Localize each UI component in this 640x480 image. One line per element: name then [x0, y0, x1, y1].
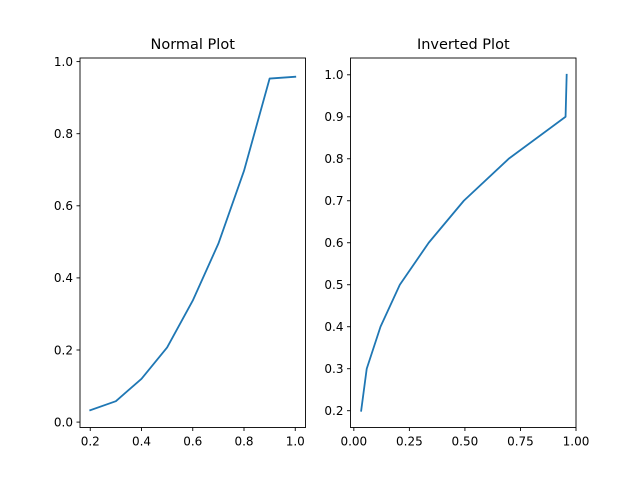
inverted-plot-series-line	[360, 73, 568, 412]
inverted-plot-y-tick-label: 0.6	[324, 236, 343, 250]
inverted-plot-x-tick-label: 0.50	[452, 435, 479, 449]
inverted-plot-y-tick-label: 0.2	[324, 404, 343, 418]
normal-plot-x-tick-label: 0.2	[81, 435, 100, 449]
inverted-plot-x-tick-label: 0.25	[396, 435, 423, 449]
inverted-plot-ticks: 0.00 0.25 0.50 0.75 1.00 0.2 0.3 0.4 0.5 0.6 0.7 0.…	[324, 68, 589, 448]
inverted-plot-y-tick-label: 1.0	[324, 68, 343, 82]
normal-plot-marks	[89, 75, 297, 412]
normal-plot-panel: Normal Plot 0.2 0.4 0.6 0.8 1.00.00.20.40.60…	[54, 37, 306, 449]
normal-plot-y-tick-label: 1.0	[54, 55, 73, 69]
normal-plot-x-tick-label: 0.4	[132, 435, 151, 449]
normal-plot-axes-frame	[79, 57, 306, 428]
normal-plot-x-tick-label: 0.8	[234, 435, 253, 449]
inverted-plot-marks	[360, 73, 568, 412]
inverted-plot-y-tick-label: 0.8	[324, 152, 343, 166]
normal-plot-y-tick-label: 0.8	[54, 127, 73, 141]
inverted-plot-y-tick-label: 0.4	[324, 320, 343, 334]
normal-plot-title: Normal Plot	[150, 37, 235, 53]
normal-plot-x-tick-label: 0.6	[183, 435, 202, 449]
inverted-plot-title: Inverted Plot	[417, 37, 510, 53]
inverted-plot-axes-frame	[350, 57, 577, 428]
inverted-plot-y-tick-label: 0.9	[324, 110, 343, 124]
inverted-plot-y-tick-label: 0.3	[324, 362, 343, 376]
normal-plot-ticks: 0.2 0.4 0.6 0.8 1.0 0.0 0.2 0.4 0.6 0.8 1.0	[54, 55, 305, 449]
normal-plot-y-tick-label: 0.4	[54, 271, 73, 285]
normal-plot-y-tick-label: 0.0	[54, 415, 73, 429]
normal-plot-series-line	[89, 75, 297, 412]
normal-plot-y-tick-label: 0.2	[54, 343, 73, 357]
inverted-plot-y-tick-label: 0.5	[324, 278, 343, 292]
normal-plot-y-tick-label: 0.6	[54, 199, 73, 213]
normal-plot-x-tick-label: 1.0	[286, 435, 305, 449]
inverted-plot-y-tick-label: 0.7	[324, 194, 343, 208]
inverted-plot-x-tick-label: 0.00	[340, 435, 367, 449]
inverted-plot-x-tick-label: 1.00	[563, 435, 590, 449]
inverted-plot-panel: Inverted Plot 0.00 0.25 0.50 0.75 1.00 0.2 0.3…	[324, 37, 589, 449]
inverted-plot-x-tick-label: 0.75	[507, 435, 534, 449]
